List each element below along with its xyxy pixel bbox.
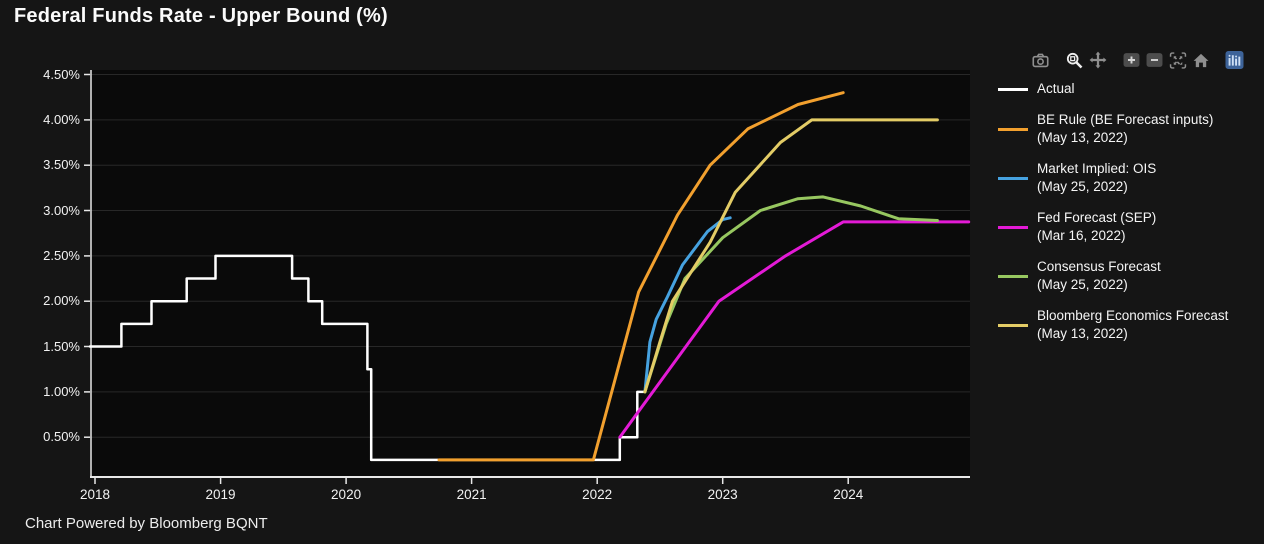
toolbar-group	[1120, 51, 1212, 74]
series-be-rule-be-forecast-inputs[interactable]	[437, 91, 845, 462]
legend-label: Actual	[1037, 81, 1075, 96]
x-tick-label: 2019	[205, 487, 236, 502]
series-consensus-forecast[interactable]	[643, 195, 939, 394]
toolbar-group	[1063, 51, 1109, 74]
legend-item-market-implied-ois[interactable]: Market Implied: OIS (May 25, 2022)	[998, 160, 1228, 196]
reset-home-icon	[1192, 52, 1210, 74]
autoscale-icon	[1169, 51, 1187, 74]
zoom-out-icon	[1146, 52, 1163, 73]
legend-item-fed-forecast-sep[interactable]: Fed Forecast (SEP) (Mar 16, 2022)	[998, 209, 1228, 245]
y-tick-label: 3.00%	[43, 202, 80, 218]
series-actual[interactable]	[88, 254, 645, 462]
y-tick-label: 3.50%	[43, 157, 80, 173]
legend-label: Bloomberg Economics Forecast (May 13, 202…	[1037, 308, 1229, 341]
legend-label: Consensus Forecast (May 25, 2022)	[1037, 259, 1161, 292]
footer-text: Chart Powered by Bloomberg BQNT	[25, 515, 268, 532]
y-tick-label: 0.50%	[43, 429, 80, 445]
legend-label: Market Implied: OIS (May 25, 2022)	[1037, 161, 1157, 194]
zoom-in-icon	[1123, 52, 1140, 73]
legend-item-actual[interactable]: Actual	[998, 80, 1228, 98]
zoom-icon	[1066, 52, 1083, 74]
x-tick-label: 2021	[456, 487, 487, 502]
legend-label: BE Rule (BE Forecast inputs) (May 13, 202…	[1037, 112, 1214, 145]
y-tick-label: 1.50%	[43, 338, 80, 354]
x-tick-label: 2024	[833, 487, 864, 502]
page-title: Federal Funds Rate - Upper Bound (%)	[14, 5, 388, 27]
legend-swatch-consensus-forecast	[998, 274, 1028, 278]
pan-button[interactable]	[1086, 51, 1109, 74]
zoom-in-button[interactable]	[1120, 52, 1143, 73]
pan-icon	[1089, 51, 1107, 74]
legend-swatch-market-implied-ois	[998, 176, 1028, 180]
toolbar-group	[1029, 52, 1052, 73]
x-tick-label: 2020	[331, 487, 362, 502]
x-tick-label: 2018	[79, 487, 111, 502]
y-tick-label: 2.00%	[43, 293, 80, 309]
logo-bars-icon	[1225, 51, 1244, 74]
x-tick-label: 2023	[707, 487, 738, 502]
legend-item-bloomberg-economics-forecast[interactable]: Bloomberg Economics Forecast (May 13, 202…	[998, 307, 1228, 343]
series-bloomberg-economics-forecast[interactable]	[643, 118, 939, 394]
reset-home-button[interactable]	[1189, 52, 1212, 73]
plot-area[interactable]	[84, 70, 971, 484]
y-tick-label: 2.50%	[43, 247, 80, 263]
y-tick-label: 4.50%	[43, 66, 80, 82]
legend-label: Fed Forecast (SEP) (Mar 16, 2022)	[1037, 210, 1157, 243]
toolbar	[1018, 51, 1246, 74]
legend-swatch-actual	[998, 87, 1028, 91]
zoom-out-button[interactable]	[1143, 52, 1166, 73]
toolbar-group	[1223, 51, 1246, 74]
camera-button[interactable]	[1029, 52, 1052, 73]
y-tick-label: 4.00%	[43, 111, 80, 127]
legend-item-consensus-forecast[interactable]: Consensus Forecast (May 25, 2022)	[998, 258, 1228, 294]
legend-item-be-rule-be-forecast-inputs[interactable]: BE Rule (BE Forecast inputs) (May 13, 202…	[998, 111, 1228, 147]
autoscale-button[interactable]	[1166, 51, 1189, 74]
x-tick-label: 2022	[582, 487, 613, 502]
series-fed-forecast-sep[interactable]	[618, 220, 971, 439]
legend: Actual BE Rule (BE Forecast inputs) (May 1…	[998, 80, 1228, 343]
legend-swatch-fed-forecast-sep	[998, 225, 1028, 229]
y-tick-label: 1.00%	[43, 383, 80, 399]
legend-swatch-be-rule-be-forecast-inputs	[998, 127, 1028, 131]
logo-bars-button[interactable]	[1223, 51, 1246, 74]
legend-swatch-bloomberg-economics-forecast	[998, 323, 1028, 327]
zoom-button[interactable]	[1063, 52, 1086, 73]
camera-icon	[1032, 52, 1049, 74]
